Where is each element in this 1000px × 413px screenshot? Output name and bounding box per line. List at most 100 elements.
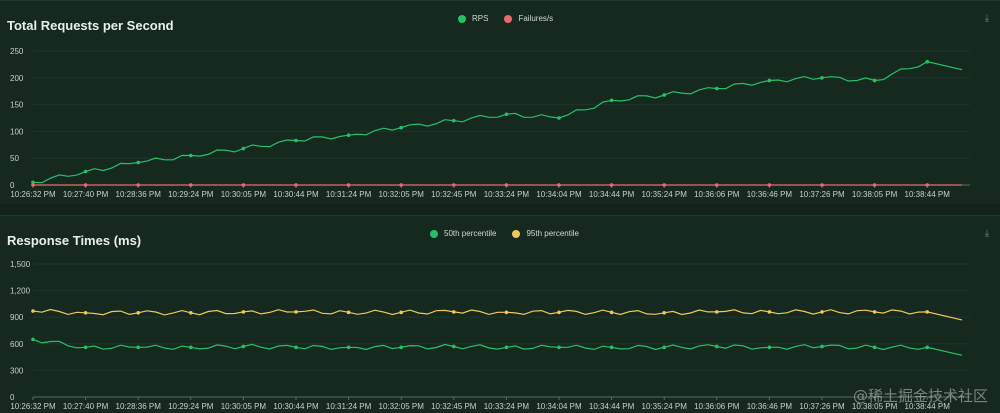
rps-data-point[interactable] (557, 183, 561, 187)
rt-data-point[interactable] (136, 345, 140, 350)
rps-data-point[interactable] (346, 183, 351, 187)
rps-y-tick-label: 50 (10, 154, 19, 163)
rt-data-point[interactable] (820, 310, 824, 314)
rps-data-point[interactable] (31, 180, 35, 185)
rps-data-point[interactable] (294, 138, 298, 143)
rps-y-tick-label: 100 (10, 127, 24, 136)
rt-x-tick-label: 10:30:05 PM (221, 402, 267, 411)
rps-data-point[interactable] (715, 86, 719, 91)
rps-data-point[interactable] (346, 133, 351, 137)
rt-data-point[interactable] (820, 344, 824, 349)
legend-label-50th: 50th percentile (444, 229, 497, 238)
rt-data-point[interactable] (83, 310, 88, 315)
rt-data-point[interactable] (294, 345, 298, 350)
rps-data-point[interactable] (925, 183, 929, 187)
rt-data-point[interactable] (83, 345, 88, 350)
rps-data-point[interactable] (399, 183, 404, 187)
rt-data-point[interactable] (557, 310, 561, 315)
rt-data-point[interactable] (189, 310, 193, 315)
rt-data-point[interactable] (31, 309, 35, 313)
rt-data-point[interactable] (452, 310, 456, 314)
rps-data-point[interactable] (820, 183, 824, 187)
watermark: @稀土掘金技术社区 (852, 387, 988, 405)
legend-label-failures: Failures/s (518, 14, 554, 23)
rps-data-point[interactable] (31, 183, 35, 187)
rt-data-point[interactable] (346, 345, 351, 350)
rps-data-point[interactable] (452, 118, 456, 123)
rps-data-point[interactable] (662, 183, 666, 187)
rps-data-point[interactable] (83, 169, 88, 174)
rt-y-tick-label: 300 (10, 366, 24, 375)
rps-data-point[interactable] (767, 183, 772, 187)
rps-data-point[interactable] (241, 146, 246, 151)
rps-y-tick-label: 200 (10, 74, 24, 83)
rps-y-tick-label: 250 (10, 47, 24, 56)
rps-data-point[interactable] (609, 183, 614, 187)
rt-data-point[interactable] (715, 344, 719, 349)
download-icon[interactable]: ⤓ (984, 228, 990, 239)
rt-data-point[interactable] (609, 310, 614, 315)
rt-data-point[interactable] (241, 310, 246, 314)
legend-item-rps[interactable]: RPS (458, 14, 488, 23)
rps-x-tick-label: 10:26:32 PM (10, 190, 56, 199)
rt-data-point[interactable] (925, 310, 929, 314)
legend-label-rps: RPS (472, 14, 489, 23)
rps-x-tick-label: 10:30:05 PM (221, 190, 267, 199)
rt-x-tick-label: 10:26:32 PM (10, 402, 56, 411)
rt-data-point[interactable] (399, 310, 404, 315)
legend-item-95th[interactable]: 95th percentile (512, 229, 579, 238)
rt-data-point[interactable] (715, 310, 719, 314)
rps-data-point[interactable] (715, 183, 719, 187)
rps-data-point[interactable] (136, 183, 140, 187)
rps-data-point[interactable] (872, 183, 877, 187)
rps-data-point[interactable] (925, 59, 929, 64)
rt-data-point[interactable] (504, 310, 509, 315)
rt-data-point[interactable] (346, 310, 351, 315)
rt-data-point[interactable] (872, 345, 877, 350)
download-icon[interactable]: ⤓ (984, 13, 990, 24)
rps-data-point[interactable] (504, 183, 509, 187)
legend-item-failures[interactable]: Failures/s (504, 14, 553, 23)
rt-data-point[interactable] (662, 310, 666, 315)
rps-data-point[interactable] (872, 78, 877, 83)
rt-x-tick-label: 10:30:44 PM (273, 402, 319, 411)
rps-data-point[interactable] (189, 183, 193, 187)
rps-data-point[interactable] (294, 183, 298, 187)
rps-chart-panel: Total Requests per Second RPS Failures/s… (0, 0, 1000, 204)
rt-data-point[interactable] (399, 345, 404, 350)
rt-data-point[interactable] (925, 345, 929, 350)
rt-x-tick-label: 10:31:24 PM (326, 402, 372, 411)
rps-data-point[interactable] (767, 78, 772, 83)
rt-data-point[interactable] (31, 337, 35, 342)
rt-data-point[interactable] (767, 345, 772, 350)
rt-x-tick-label: 10:29:24 PM (168, 402, 214, 411)
rt-data-point[interactable] (662, 345, 666, 350)
rps-data-point[interactable] (452, 183, 456, 187)
rt-data-point[interactable] (767, 310, 772, 314)
rps-data-point[interactable] (504, 112, 509, 117)
rt-data-point[interactable] (136, 310, 140, 315)
rps-data-point[interactable] (83, 183, 88, 187)
rps-data-point[interactable] (662, 93, 666, 97)
rt-y-tick-label: 900 (10, 313, 24, 322)
rt-data-point[interactable] (452, 344, 456, 349)
rt-data-point[interactable] (504, 345, 509, 350)
rps-data-point[interactable] (189, 153, 193, 158)
rps-data-point[interactable] (609, 98, 614, 103)
rt-data-point[interactable] (609, 345, 614, 350)
rps-data-point[interactable] (136, 160, 140, 165)
rps-x-tick-label: 10:27:40 PM (63, 190, 109, 199)
rt-data-point[interactable] (241, 344, 246, 349)
rps-data-point[interactable] (399, 125, 404, 130)
legend-item-50th[interactable]: 50th percentile (430, 229, 496, 238)
rps-plot: 0 50 100 150 200 250 10:26:32 PM 10:27:40 PM 10:… (10, 47, 970, 199)
rt-data-point[interactable] (872, 310, 877, 314)
rt-data-point[interactable] (294, 310, 298, 314)
rt-data-point[interactable] (189, 345, 193, 350)
rps-data-point[interactable] (241, 183, 246, 187)
rps-x-tick-label: 10:36:46 PM (747, 190, 793, 199)
rps-data-point[interactable] (820, 76, 824, 80)
rt-data-point[interactable] (557, 345, 561, 350)
rps-data-point[interactable] (557, 116, 561, 120)
response-times-chart-panel: Response Times (ms) 50th percentile 95th… (0, 215, 1000, 413)
